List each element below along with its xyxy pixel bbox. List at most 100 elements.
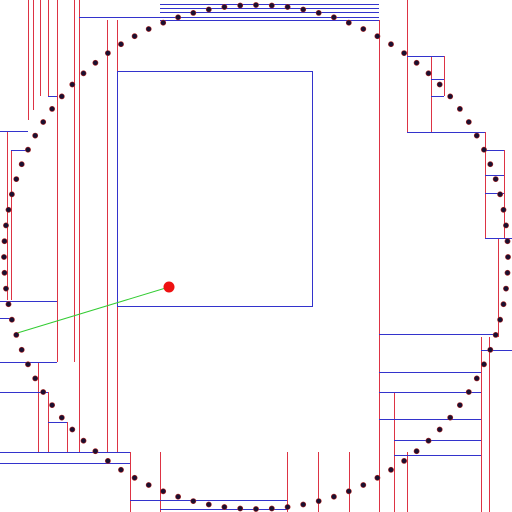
data-point: [237, 505, 244, 512]
data-point: [401, 50, 407, 56]
data-point: [253, 506, 259, 512]
data-point: [436, 426, 443, 433]
data-point: [345, 488, 352, 495]
data-point: [447, 414, 454, 421]
data-point: [58, 93, 65, 100]
data-point: [49, 106, 55, 112]
data-point: [13, 176, 20, 182]
data-point: [221, 504, 228, 510]
data-point: [131, 474, 138, 481]
data-point: [268, 505, 275, 512]
data-point: [374, 474, 381, 481]
data-point: [447, 93, 454, 100]
data-point: [1, 238, 8, 245]
data-point: [175, 14, 181, 21]
data-point: [500, 301, 507, 308]
data-point: [131, 33, 138, 40]
data-point: [13, 331, 20, 338]
data-point: [25, 146, 31, 153]
data-point: [481, 361, 487, 368]
data-point: [503, 285, 509, 292]
data-point: [8, 191, 15, 198]
data-point: [360, 26, 367, 32]
data-point: [388, 466, 394, 473]
data-point: [473, 132, 480, 139]
data-point: [5, 301, 12, 308]
data-point: [69, 426, 76, 433]
data-point: [504, 238, 511, 245]
data-point: [456, 402, 463, 408]
data-point: [25, 361, 31, 368]
data-point: [487, 161, 494, 168]
data-point: [40, 389, 47, 395]
data-point: [205, 6, 212, 13]
data-point: [315, 9, 322, 16]
data-point: [456, 106, 463, 112]
data-point: [481, 146, 487, 153]
data-point: [413, 448, 420, 455]
data-point: [190, 498, 197, 504]
data-point: [436, 81, 443, 88]
data-point: [425, 437, 432, 444]
data-point: [160, 488, 167, 495]
data-point: [205, 501, 212, 508]
data-point: [3, 285, 9, 292]
data-point: [92, 448, 99, 455]
data-point: [32, 375, 39, 382]
data-point: [504, 269, 511, 276]
data-point: [268, 2, 275, 9]
data-point: [118, 41, 124, 48]
data-point: [497, 316, 503, 323]
data-point: [284, 4, 291, 10]
data-point: [300, 6, 307, 13]
data-point: [505, 254, 511, 260]
data-point: [175, 493, 181, 500]
data-point: [345, 19, 352, 26]
data-point: [487, 346, 494, 353]
data-point: [49, 402, 55, 408]
data-point: [1, 254, 7, 260]
data-point: [360, 482, 367, 488]
query-point[interactable]: [163, 281, 175, 293]
data-point: [145, 482, 152, 488]
data-point: [497, 191, 503, 198]
data-point: [160, 19, 167, 26]
data-point: [465, 389, 472, 395]
data-point: [69, 81, 76, 88]
data-point: [18, 161, 25, 168]
data-point: [5, 206, 12, 213]
data-point: [237, 2, 244, 9]
data-point: [118, 466, 124, 473]
data-point: [284, 504, 291, 510]
data-point: [388, 41, 394, 48]
data-point: [425, 70, 432, 77]
data-point: [8, 316, 15, 323]
data-point: [221, 4, 228, 10]
data-point: [401, 457, 407, 464]
data-point: [492, 331, 499, 338]
data-point: [315, 498, 322, 504]
data-point: [492, 176, 499, 182]
data-point: [374, 33, 381, 40]
data-point: [253, 2, 259, 8]
data-point: [105, 50, 111, 56]
data-point: [92, 59, 99, 66]
data-point: [145, 26, 152, 32]
data-point: [80, 437, 87, 444]
data-point: [105, 457, 111, 464]
data-point: [465, 119, 472, 125]
data-point: [80, 70, 87, 77]
data-point: [190, 9, 197, 16]
data-point: [18, 346, 25, 353]
data-point: [413, 59, 420, 66]
data-point: [330, 493, 337, 500]
data-point: [3, 222, 9, 229]
data-point: [58, 414, 65, 421]
data-point: [300, 501, 307, 508]
nearest-neighbor-link: [13, 286, 170, 335]
query-search-box: [117, 71, 313, 307]
data-point: [1, 269, 8, 276]
